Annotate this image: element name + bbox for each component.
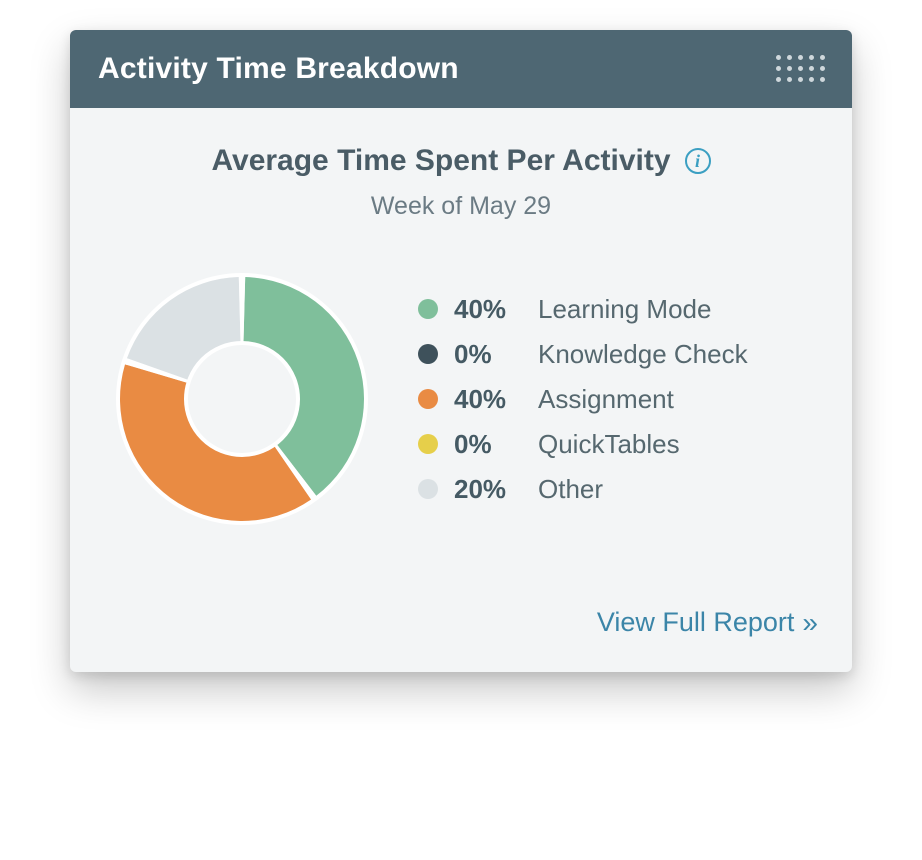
legend-percentage: 40%	[454, 294, 538, 325]
legend-row: 40%Assignment	[418, 384, 748, 415]
legend-percentage: 40%	[454, 384, 538, 415]
card-footer: View Full Report »	[104, 607, 818, 654]
legend-dot-icon	[418, 434, 438, 454]
section-title-row: Average Time Spent Per Activity i	[104, 144, 818, 178]
section-title: Average Time Spent Per Activity	[211, 144, 670, 178]
drag-handle-icon[interactable]	[776, 55, 826, 83]
legend-row: 0%QuickTables	[418, 429, 748, 460]
legend-label: Knowledge Check	[538, 339, 748, 370]
activity-time-breakdown-card: Activity Time Breakdown Average Time Spe…	[70, 30, 852, 672]
chart-area: 40%Learning Mode0%Knowledge Check40%Assi…	[104, 269, 818, 529]
chart-legend: 40%Learning Mode0%Knowledge Check40%Assi…	[418, 294, 748, 505]
legend-label: Learning Mode	[538, 294, 711, 325]
legend-dot-icon	[418, 389, 438, 409]
card-body: Average Time Spent Per Activity i Week o…	[70, 108, 852, 672]
view-full-report-label: View Full Report	[597, 607, 795, 638]
legend-label: Other	[538, 474, 603, 505]
legend-dot-icon	[418, 299, 438, 319]
legend-label: QuickTables	[538, 429, 680, 460]
subheading-week: Week of May 29	[104, 192, 818, 221]
chevron-right-icon: »	[802, 609, 818, 637]
legend-dot-icon	[418, 479, 438, 499]
legend-row: 0%Knowledge Check	[418, 339, 748, 370]
legend-percentage: 20%	[454, 474, 538, 505]
legend-row: 20%Other	[418, 474, 748, 505]
card-header: Activity Time Breakdown	[70, 30, 852, 108]
info-icon[interactable]: i	[685, 148, 711, 174]
legend-percentage: 0%	[454, 339, 538, 370]
card-header-title: Activity Time Breakdown	[98, 52, 459, 86]
legend-dot-icon	[418, 344, 438, 364]
view-full-report-link[interactable]: View Full Report »	[597, 607, 818, 638]
legend-label: Assignment	[538, 384, 674, 415]
legend-row: 40%Learning Mode	[418, 294, 748, 325]
legend-percentage: 0%	[454, 429, 538, 460]
donut-chart	[112, 269, 372, 529]
